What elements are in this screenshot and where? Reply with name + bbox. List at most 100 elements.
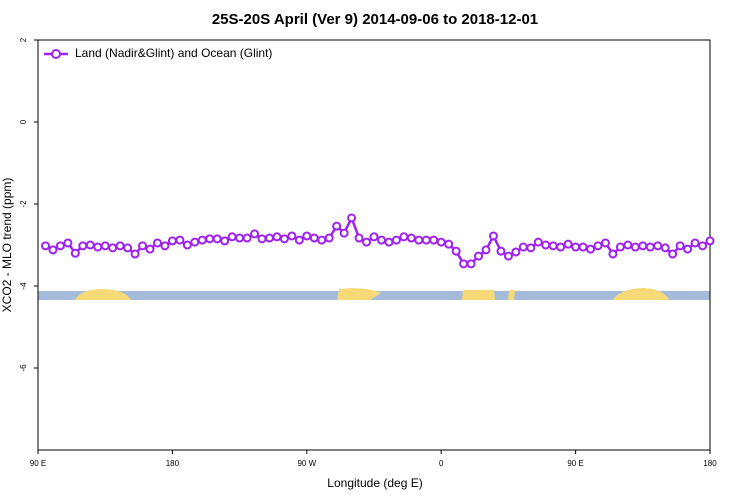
y-axis-label: XCO2 - MLO trend (ppm) (0, 178, 14, 313)
point (130, 249, 140, 259)
point (63, 238, 73, 248)
point (55, 241, 65, 251)
point (160, 241, 170, 251)
point (78, 241, 88, 251)
point (93, 242, 103, 252)
point (369, 232, 379, 242)
x-axis-label: Longitude (deg E) (327, 476, 422, 490)
point (488, 231, 498, 241)
point (444, 239, 454, 249)
point (571, 242, 581, 252)
point (339, 228, 349, 238)
point (496, 246, 506, 256)
point (391, 235, 401, 245)
point (630, 242, 640, 252)
point (518, 242, 528, 252)
point (511, 247, 521, 257)
point (593, 241, 603, 251)
point (332, 221, 342, 231)
point (586, 244, 596, 254)
point (354, 233, 364, 243)
point (474, 251, 484, 261)
point (40, 241, 50, 251)
point (235, 233, 245, 243)
point (600, 238, 610, 248)
land-patch (508, 290, 515, 300)
point (481, 245, 491, 255)
x-tick-label: 180 (166, 459, 180, 468)
point (152, 238, 162, 248)
point (70, 248, 80, 258)
point (384, 237, 394, 247)
point (466, 259, 476, 269)
point (242, 233, 252, 243)
point (459, 259, 469, 269)
point (212, 234, 222, 244)
point (421, 235, 431, 245)
chart-title: 25S-20S April (Ver 9) 2014-09-06 to 2018… (212, 11, 538, 28)
point (645, 242, 655, 252)
point (175, 235, 185, 245)
land-patch (462, 290, 495, 300)
point (220, 236, 230, 246)
point (167, 236, 177, 246)
point (683, 244, 693, 254)
legend-marker (51, 49, 61, 59)
point (414, 235, 424, 245)
point (272, 232, 282, 242)
x-tick-label: 180 (703, 459, 717, 468)
point (182, 240, 192, 250)
point (197, 235, 207, 245)
point (653, 241, 663, 251)
point (108, 243, 118, 253)
legend-label: Land (Nadir&Glint) and Ocean (Glint) (75, 46, 272, 60)
point (503, 251, 513, 261)
x-tick-label: 0 (439, 459, 444, 468)
point (294, 235, 304, 245)
y-tick-label: 2 (19, 37, 28, 42)
point (264, 233, 274, 243)
land-ocean-strip (38, 288, 710, 300)
point (436, 237, 446, 247)
point (115, 241, 125, 251)
point (48, 245, 58, 255)
land-patch (337, 288, 381, 300)
point (526, 243, 536, 253)
point (690, 238, 700, 248)
point (399, 232, 409, 242)
point (429, 235, 439, 245)
point (638, 241, 648, 251)
land-patch (75, 289, 131, 300)
point (668, 249, 678, 259)
y-tick-label: 0 (19, 119, 28, 124)
point (85, 240, 95, 250)
point (100, 241, 110, 251)
point (406, 233, 416, 243)
point (205, 234, 215, 244)
point (705, 236, 715, 246)
point (138, 241, 148, 251)
point (556, 242, 566, 252)
point (675, 241, 685, 251)
point (541, 240, 551, 250)
y-tick-label: -4 (19, 282, 28, 290)
point (257, 234, 267, 244)
point (615, 242, 625, 252)
point (563, 239, 573, 249)
point (698, 241, 708, 251)
point (324, 233, 334, 243)
x-tick-label: 90 E (30, 459, 46, 468)
y-tick-label: -6 (19, 364, 28, 372)
point (533, 237, 543, 247)
point (190, 237, 200, 247)
x-tick-label: 90 W (297, 459, 316, 468)
point (227, 232, 237, 242)
land-patch (612, 288, 669, 300)
point (451, 246, 461, 256)
point (548, 241, 558, 251)
point (660, 243, 670, 253)
point (362, 237, 372, 247)
point (623, 240, 633, 250)
point (123, 243, 133, 253)
point (250, 229, 260, 239)
